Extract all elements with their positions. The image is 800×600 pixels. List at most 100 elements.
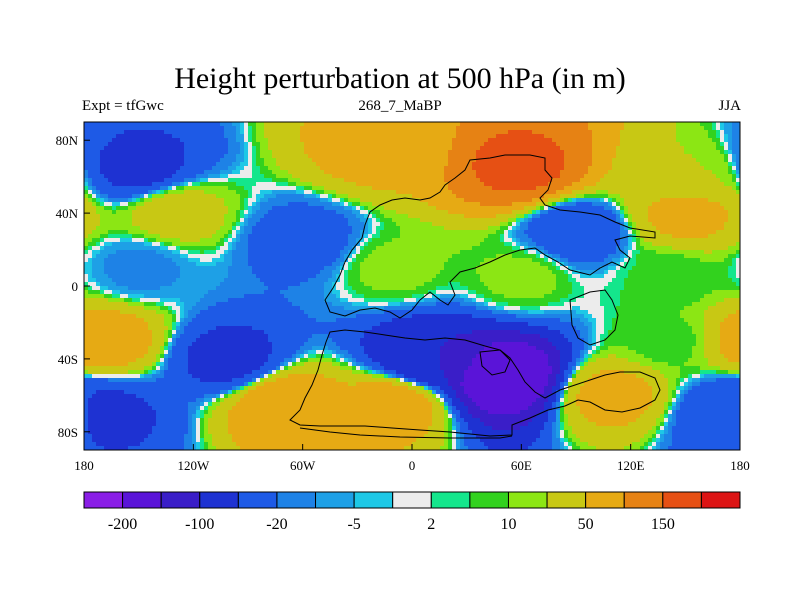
field-cell <box>436 138 440 142</box>
field-cell <box>260 150 264 154</box>
field-cell <box>344 138 348 142</box>
field-cell <box>88 134 92 138</box>
field-cell <box>404 210 408 214</box>
field-cell <box>660 234 664 238</box>
field-cell <box>340 198 344 202</box>
field-cell <box>396 130 400 134</box>
field-cell <box>252 134 256 138</box>
field-cell <box>224 234 228 238</box>
field-cell <box>676 202 680 206</box>
field-cell <box>140 178 144 182</box>
field-cell <box>572 238 576 242</box>
field-cell <box>188 238 192 242</box>
field-cell <box>500 150 504 154</box>
field-cell <box>608 126 612 130</box>
field-cell <box>572 130 576 134</box>
field-cell <box>332 174 336 178</box>
field-cell <box>420 226 424 230</box>
field-cell <box>152 198 156 202</box>
field-cell <box>288 146 292 150</box>
field-cell <box>508 170 512 174</box>
field-cell <box>600 142 604 146</box>
field-cell <box>536 134 540 138</box>
field-cell <box>640 194 644 198</box>
field-cell <box>552 186 556 190</box>
field-cell <box>172 178 176 182</box>
field-cell <box>488 174 492 178</box>
field-cell <box>300 134 304 138</box>
field-cell <box>420 122 424 126</box>
field-cell <box>236 190 240 194</box>
field-cell <box>352 146 356 150</box>
field-cell <box>644 166 648 170</box>
field-cell <box>724 190 728 194</box>
field-cell <box>136 126 140 130</box>
field-cell <box>292 130 296 134</box>
field-cell <box>88 126 92 130</box>
field-cell <box>708 206 712 210</box>
field-cell <box>648 218 652 222</box>
field-cell <box>188 206 192 210</box>
field-cell <box>388 202 392 206</box>
field-cell <box>416 182 420 186</box>
field-cell <box>220 130 224 134</box>
field-cell <box>552 214 556 218</box>
field-cell <box>580 126 584 130</box>
field-cell <box>688 194 692 198</box>
field-cell <box>484 190 488 194</box>
field-cell <box>116 242 120 246</box>
field-cell <box>540 190 544 194</box>
field-cell <box>104 210 108 214</box>
field-cell <box>560 214 564 218</box>
field-cell <box>636 130 640 134</box>
field-cell <box>596 238 600 242</box>
field-cell <box>464 230 468 234</box>
field-cell <box>104 150 108 154</box>
field-cell <box>372 122 376 126</box>
field-cell <box>396 230 400 234</box>
field-cell <box>704 138 708 142</box>
field-cell <box>604 214 608 218</box>
field-cell <box>576 202 580 206</box>
field-cell <box>544 198 548 202</box>
field-cell <box>532 182 536 186</box>
field-cell <box>488 146 492 150</box>
field-cell <box>608 122 612 126</box>
field-cell <box>684 190 688 194</box>
field-cell <box>444 138 448 142</box>
field-cell <box>292 218 296 222</box>
field-cell <box>368 130 372 134</box>
field-cell <box>252 198 256 202</box>
field-cell <box>652 170 656 174</box>
field-cell <box>576 166 580 170</box>
field-cell <box>700 194 704 198</box>
field-cell <box>596 154 600 158</box>
field-cell <box>656 162 660 166</box>
field-cell <box>660 174 664 178</box>
field-cell <box>244 166 248 170</box>
field-cell <box>340 230 344 234</box>
field-cell <box>112 126 116 130</box>
field-cell <box>424 194 428 198</box>
field-cell <box>580 130 584 134</box>
field-cell <box>244 162 248 166</box>
field-cell <box>540 134 544 138</box>
field-cell <box>364 226 368 230</box>
field-cell <box>228 126 232 130</box>
field-cell <box>580 138 584 142</box>
field-cell <box>492 134 496 138</box>
field-cell <box>84 162 88 166</box>
field-cell <box>204 166 208 170</box>
field-cell <box>160 242 164 246</box>
field-cell <box>600 130 604 134</box>
field-cell <box>188 138 192 142</box>
field-cell <box>92 170 96 174</box>
field-cell <box>224 242 228 246</box>
field-cell <box>448 122 452 126</box>
field-cell <box>448 198 452 202</box>
field-cell <box>184 230 188 234</box>
field-cell <box>648 122 652 126</box>
field-cell <box>564 182 568 186</box>
field-cell <box>332 162 336 166</box>
field-cell <box>452 238 456 242</box>
